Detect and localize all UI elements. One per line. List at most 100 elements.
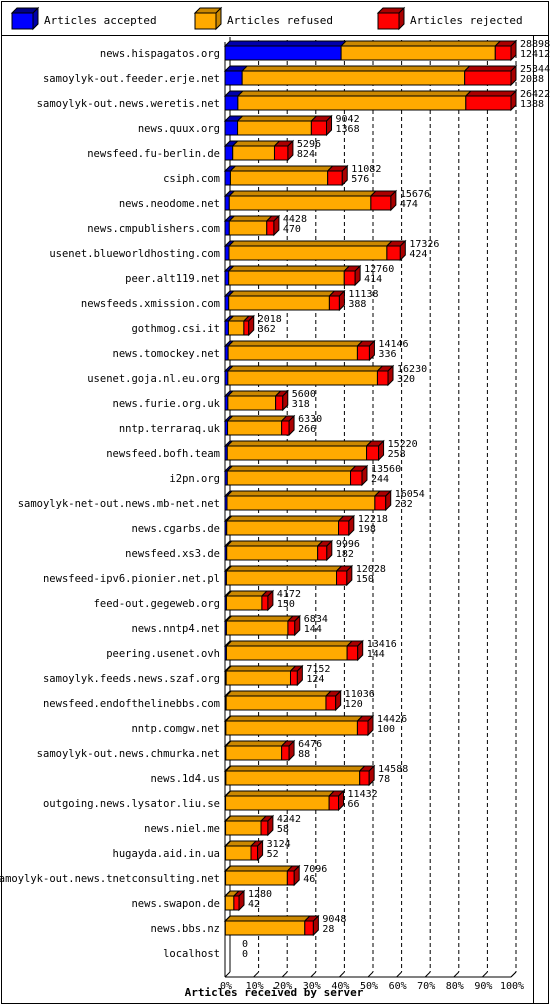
tick-mark [281,971,288,978]
category-label: news.quux.org [138,123,220,135]
category-label: news.1d4.us [150,773,220,785]
category-label: samoylyk-out.news.weretis.net [37,98,220,110]
total-value-label: 11082 [351,164,381,175]
plot-area: 0% 10% 20% 30% 40% 50% 60% 70% 80% 90% 100% news.hi… [0,37,550,992]
accepted-value-label: 198 [358,524,376,535]
bar-end-face [238,889,245,912]
bar-accepted [223,90,245,111]
bar-rejected [464,90,518,111]
accepted-value-label: 414 [364,274,382,285]
accepted-value-label: 232 [395,499,413,510]
category-label: news.cgarbs.de [131,523,220,535]
tick-mark [367,971,374,978]
category-label: news.neodome.net [119,198,220,210]
total-value-label: 26422 [520,89,550,100]
total-value-label: 11138 [348,289,378,300]
accepted-value-label: 362 [258,324,276,335]
category-label: usenet.goja.nl.eu.org [87,373,220,385]
bar-rejected [385,240,407,261]
bar-end-face [288,414,295,437]
total-value-label: 12028 [356,564,386,575]
bar-end-face [368,764,375,787]
category-label: localhost [163,948,220,960]
category-label: newsfeed-ipv6.pionier.net.pl [43,573,220,585]
tick-mark [424,971,431,978]
x-tick-label: 100% [500,981,524,992]
category-label: samoylyk.feeds.news.szaf.org [43,673,220,685]
total-value-label: 5296 [297,139,321,150]
total-value-label: 6834 [304,614,328,625]
bar-refused [236,115,318,136]
bar-refused [226,465,357,486]
accepted-value-label: 100 [377,724,395,735]
legend: Articles accepted Articles refused Artic… [10,6,523,31]
total-value-label: 6330 [298,414,322,425]
accepted-value-label: 576 [351,174,369,185]
bar-end-face [296,664,303,687]
total-value-label: 9996 [336,539,360,550]
x-tick-label: 30% [303,981,321,992]
total-value-label: 4172 [277,589,301,600]
category-label: newsfeed.bofh.team [106,448,220,460]
category-label: newsfeed.fu-berlin.de [87,148,220,160]
total-value-label: 4242 [277,814,301,825]
accepted-value-label: 124 [306,674,324,685]
total-value-label: 14588 [378,764,408,775]
total-value-label: 13560 [371,464,401,475]
accepted-value-label: 150 [356,574,374,585]
bar-refused [224,865,294,886]
accepted-value-label: 266 [298,424,316,435]
category-label: news.swapon.de [131,898,220,910]
total-value-label: 17326 [409,239,439,250]
category-label: news.cmpublishers.com [87,223,220,235]
bar-refused [224,715,364,736]
total-value-label: 25344 [520,64,550,75]
legend-item-accepted: Articles accepted [10,6,157,31]
bar-end-face [338,789,345,812]
tick-mark [396,971,402,978]
bar-end-face [341,164,348,187]
accepted-value-label: 182 [336,549,354,560]
category-label: gothmog.csi.it [131,323,220,335]
accepted-value-label: 58 [277,824,289,835]
accepted-value-label: 388 [348,299,366,310]
bar-refused [225,590,269,611]
accepted-value-label: 52 [267,849,279,860]
accepted-value-label: 1388 [520,99,544,110]
accepted-value-label: 150 [277,599,295,610]
accepted-value-label: 88 [298,749,310,760]
bar-end-face [267,814,274,837]
total-value-label: 6476 [298,739,322,750]
bar-end-face [267,589,274,612]
total-value-label: 15220 [388,439,418,450]
bar-end-face [326,539,333,562]
category-label: samoylyk-out.news.tnetconsulting.net [0,873,220,885]
bar-rejected [365,440,385,461]
bar-end-face [288,739,295,762]
category-label: newsfeed.endofthelinebbs.com [43,698,220,710]
bar-refused [229,165,334,186]
bar-refused [226,390,282,411]
x-tick-label: 50% [360,981,378,992]
total-value-label: 0 [242,939,248,950]
x-tick-label: 80% [446,981,464,992]
bar-end-face [348,514,355,537]
bar-refused [227,265,351,286]
accepted-value-label: 1368 [336,124,360,135]
bar-end-face [378,439,385,462]
x-axis-title: Articles received by server [185,986,364,999]
accepted-value-label: 320 [397,374,415,385]
total-value-label: 7152 [306,664,330,675]
bar-end-face [346,564,353,587]
accepted-value-label: 424 [409,249,427,260]
x-tick-label: 0% [220,981,232,992]
category-label: feed-out.gegeweb.org [94,598,220,610]
bar-end-face [248,314,255,337]
category-label: hugayda.aid.in.ua [113,848,220,860]
category-label: csiph.com [163,173,220,185]
accepted-value-label: 46 [303,874,315,885]
total-value-label: 14426 [377,714,407,725]
bar-refused [224,790,336,811]
total-value-label: 14146 [378,339,408,350]
